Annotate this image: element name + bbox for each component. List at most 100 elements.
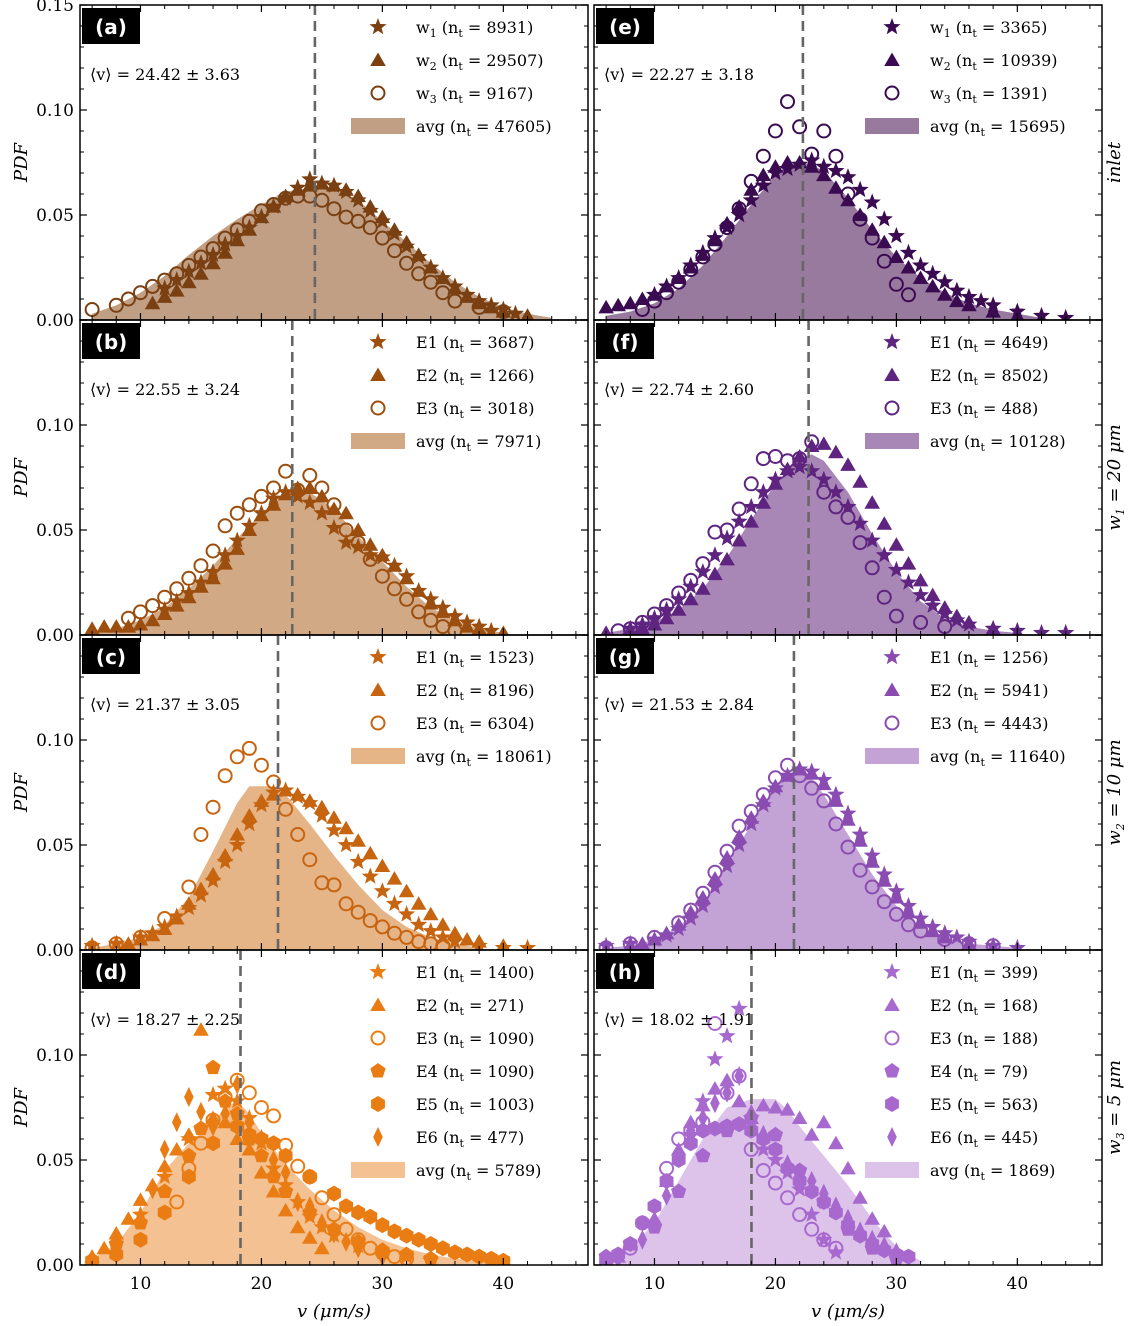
avg-area — [606, 162, 1042, 320]
data-point — [671, 585, 687, 601]
data-point — [949, 293, 965, 308]
series-3 — [84, 740, 451, 950]
data-point — [694, 563, 712, 580]
data-point — [229, 1131, 246, 1145]
data-point — [266, 197, 282, 212]
legend-marker — [884, 1063, 900, 1078]
data-point — [302, 467, 318, 483]
data-point — [899, 243, 918, 261]
mean-value-label: ⟨v⟩ = 22.74 ± 2.60 — [604, 380, 754, 399]
data-point — [755, 148, 771, 164]
x-tick-label: 10 — [130, 1274, 152, 1294]
data-point — [743, 173, 759, 189]
legend-label: E3 (nt​ = 188) — [930, 1029, 1038, 1051]
legend-label: E3 (nt​ = 1090) — [416, 1029, 534, 1051]
data-point — [411, 266, 427, 282]
data-point — [447, 281, 463, 295]
data-point — [280, 1162, 291, 1183]
data-point — [520, 308, 535, 320]
data-point — [828, 499, 844, 515]
data-point — [385, 894, 404, 912]
legend-label: E1 (nt​ = 1523) — [416, 648, 534, 670]
data-point — [695, 890, 711, 904]
data-point — [671, 915, 687, 931]
data-point — [362, 913, 378, 929]
mean-value-label: ⟨v⟩ = 22.27 ± 3.18 — [604, 65, 754, 84]
data-point — [337, 836, 355, 853]
y-tick-label: 0.00 — [36, 626, 74, 646]
data-point — [694, 896, 712, 914]
data-point — [720, 1118, 734, 1135]
data-point — [791, 449, 808, 463]
legend-label: E6 (nt​ = 445) — [930, 1128, 1038, 1150]
mean-value-label: ⟨v⟩ = 18.27 ± 2.25 — [90, 1010, 240, 1029]
legend-marker — [351, 748, 405, 764]
data-point — [411, 1231, 426, 1248]
data-point — [302, 1230, 318, 1244]
data-point — [623, 1236, 638, 1252]
data-point — [961, 614, 977, 629]
data-point — [972, 292, 990, 309]
data-point — [867, 1229, 877, 1250]
data-point — [622, 295, 639, 310]
data-point — [695, 247, 711, 261]
data-point — [913, 923, 929, 939]
data-point — [398, 570, 415, 585]
data-point — [828, 816, 844, 832]
y-tick-label: 0.05 — [36, 836, 74, 856]
data-point — [204, 245, 222, 263]
data-point — [350, 535, 366, 551]
data-point — [120, 936, 137, 950]
series-3 — [610, 434, 953, 635]
data-point — [634, 291, 651, 305]
data-point — [132, 617, 149, 631]
data-point — [302, 793, 318, 807]
legend-marker — [884, 715, 900, 731]
data-point — [876, 589, 892, 605]
x-tick-label: 40 — [1007, 1274, 1029, 1294]
legend: E1 (nt​ = 4649) E2 (nt​ = 8502) E3 (nt​ = … — [865, 333, 1066, 454]
legend-marker — [887, 1127, 897, 1147]
data-point — [205, 799, 221, 815]
data-point — [253, 1100, 269, 1115]
panel-letter-badge — [82, 638, 140, 674]
data-point — [339, 1198, 354, 1215]
data-point — [108, 1226, 125, 1240]
data-point — [719, 843, 735, 859]
data-point — [266, 1135, 281, 1152]
data-point — [423, 1250, 439, 1265]
legend-marker — [369, 333, 387, 350]
data-point — [803, 1205, 821, 1222]
data-point — [305, 1196, 315, 1217]
data-point — [337, 533, 355, 550]
data-point — [695, 1147, 711, 1163]
legend-label: E4 (nt​ = 1090) — [416, 1062, 534, 1084]
data-point — [876, 253, 892, 269]
panel-letter-badge — [596, 323, 654, 359]
data-point — [220, 1103, 230, 1124]
data-point — [144, 927, 161, 942]
data-point — [794, 1162, 805, 1183]
data-point — [386, 243, 402, 259]
data-point — [217, 1093, 233, 1108]
mean-value-label: ⟨v⟩ = 24.42 ± 3.63 — [90, 65, 240, 84]
data-point — [924, 587, 941, 602]
y-axis-label: PDF — [11, 771, 32, 813]
data-point — [205, 866, 221, 881]
legend-label: w3​ (nt​ = 1391) — [930, 84, 1047, 106]
data-point — [924, 923, 941, 938]
mean-value-label: ⟨v⟩ = 18.02 ± 1.91 — [604, 1010, 754, 1029]
data-point — [707, 1081, 723, 1095]
data-point — [229, 222, 245, 238]
data-point — [422, 260, 439, 274]
data-point — [985, 304, 1001, 318]
y-tick-label: 0.10 — [36, 1046, 74, 1066]
data-point — [216, 546, 234, 563]
data-point — [484, 1250, 499, 1265]
legend-marker — [884, 682, 900, 696]
data-point — [961, 936, 977, 950]
mean-value-label: ⟨v⟩ = 21.37 ± 3.05 — [90, 695, 240, 714]
data-point — [241, 1085, 257, 1101]
data-point — [754, 483, 772, 500]
data-point — [253, 1147, 270, 1163]
